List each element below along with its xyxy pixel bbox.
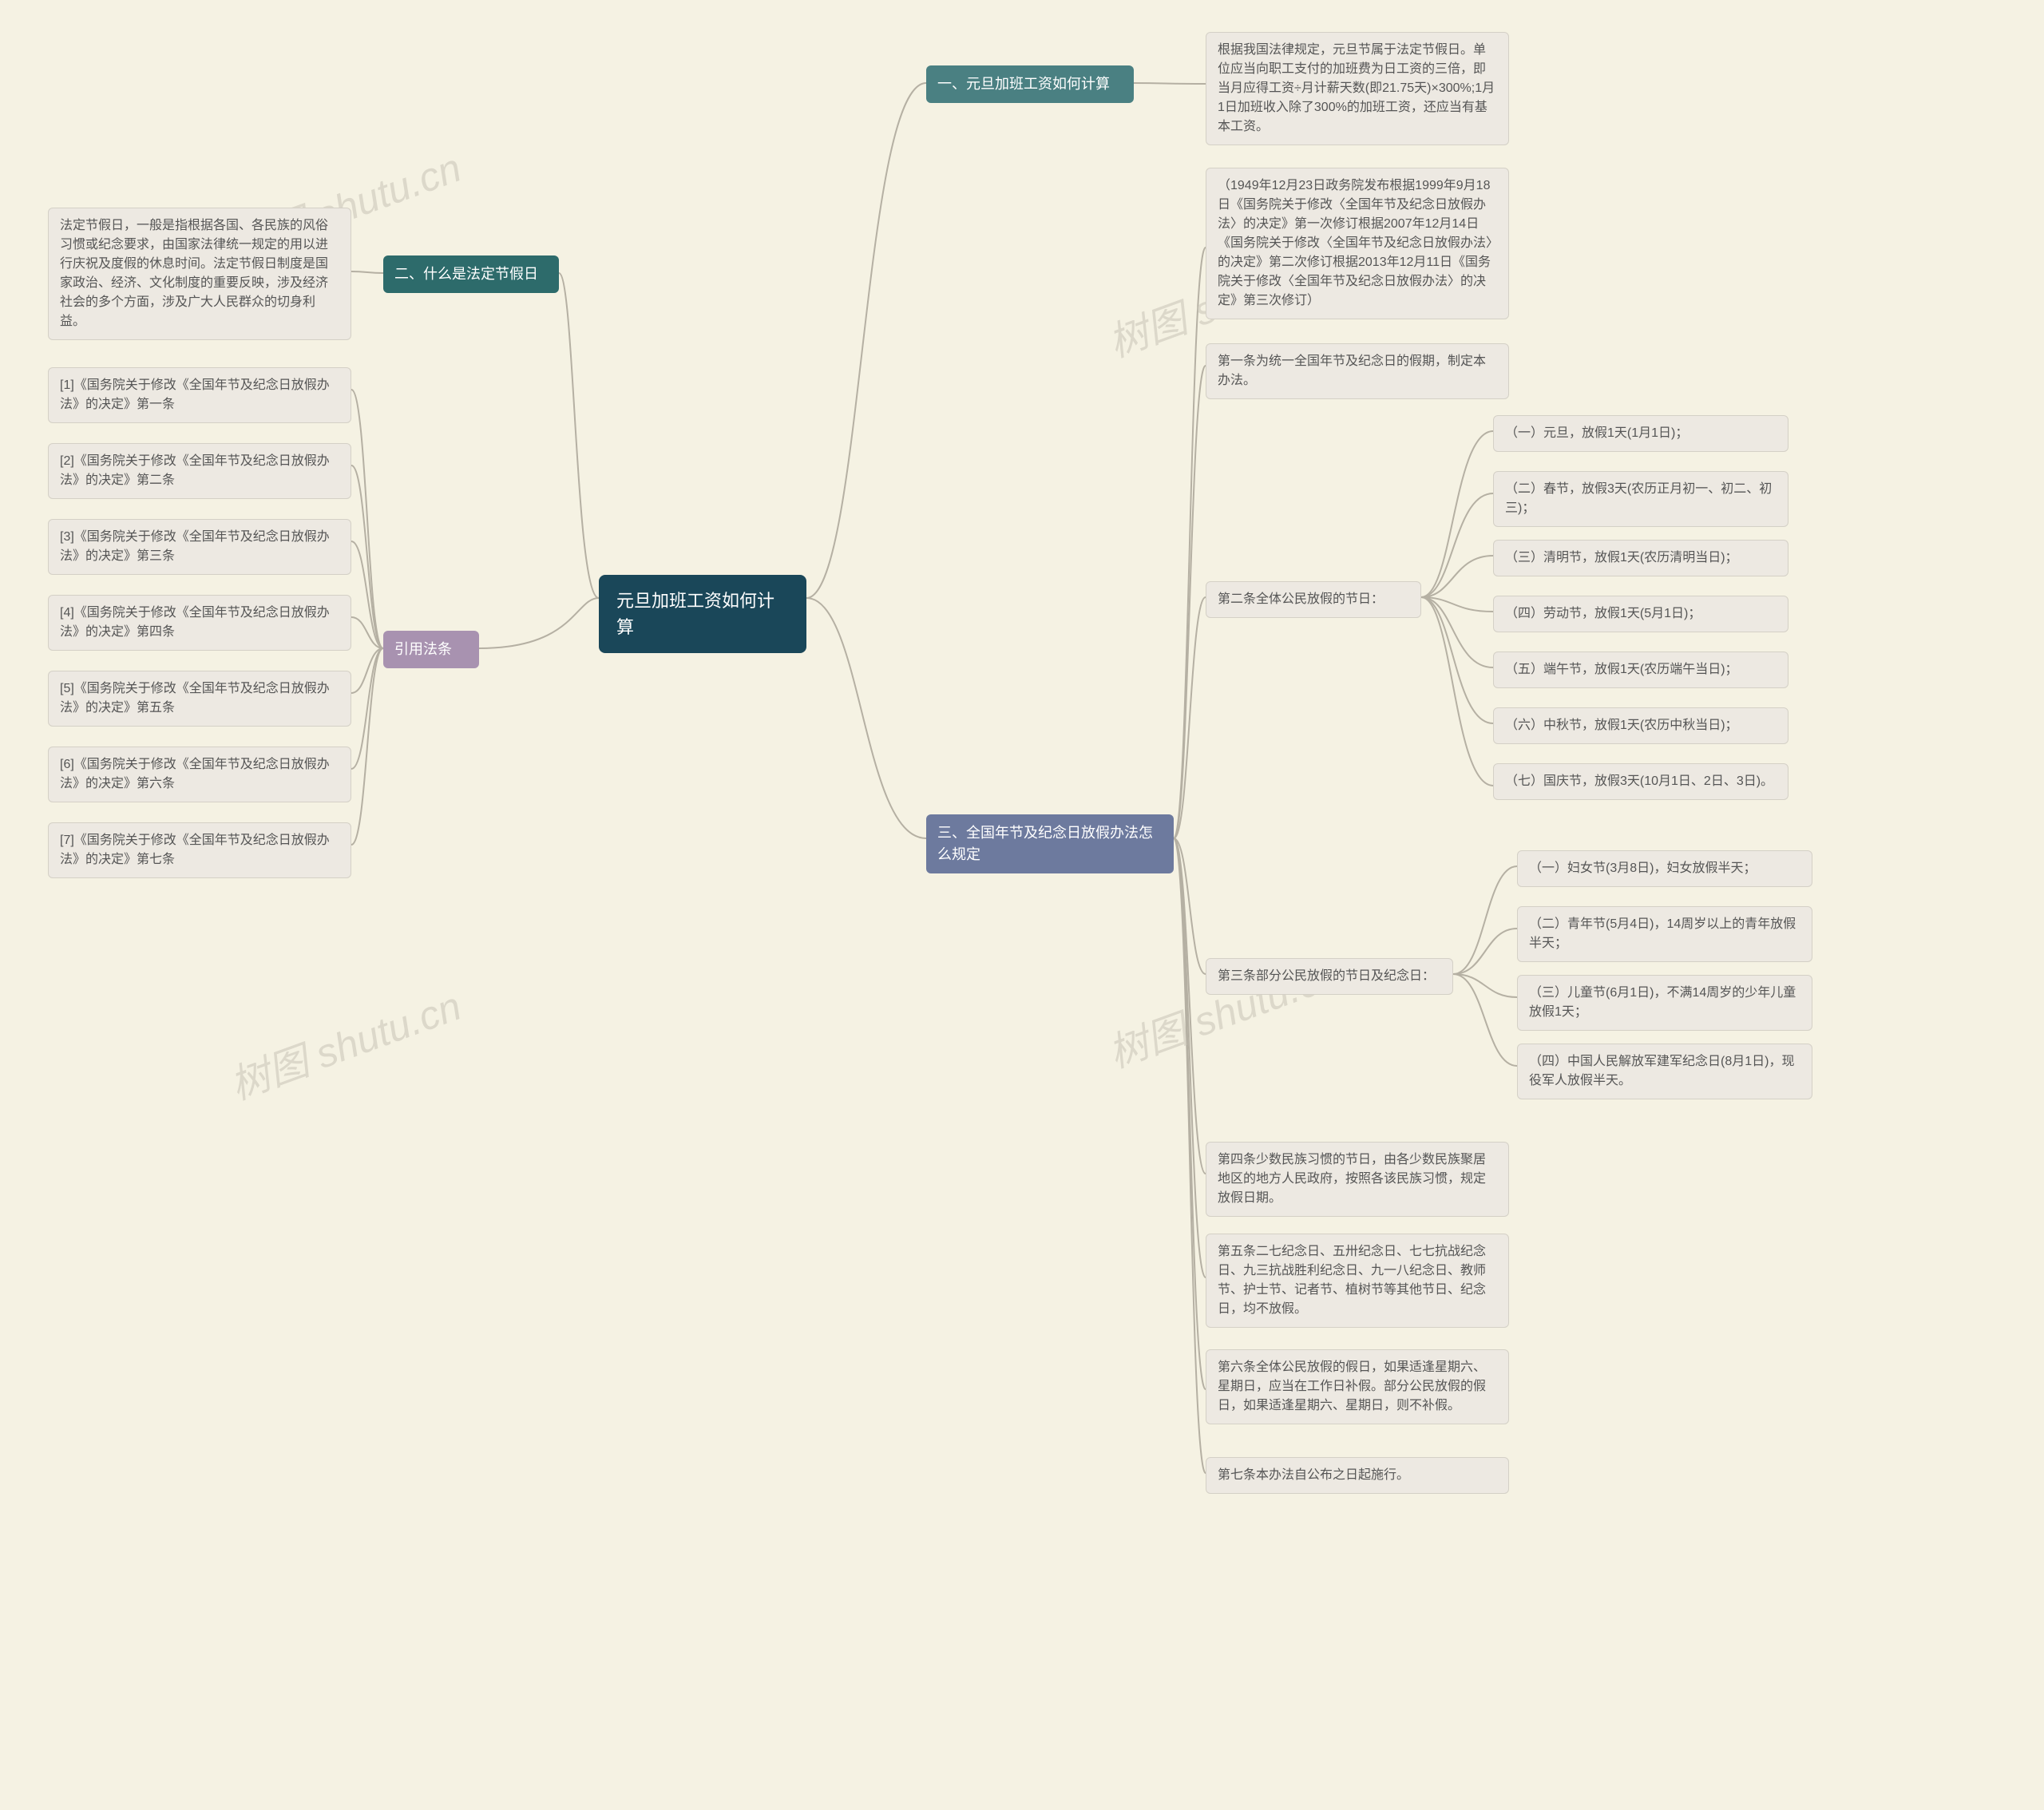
branch-1: 一、元旦加班工资如何计算	[926, 65, 1134, 103]
branch-4-c5: [5]《国务院关于修改《全国年节及纪念日放假办法》的决定》第五条	[48, 671, 351, 727]
branch-2: 二、什么是法定节假日	[383, 255, 559, 293]
branch-3-n3-c4: （四）劳动节，放假1天(5月1日)；	[1493, 596, 1788, 632]
branch-4-c4: [4]《国务院关于修改《全国年节及纪念日放假办法》的决定》第四条	[48, 595, 351, 651]
branch-3-n5: 第四条少数民族习惯的节日，由各少数民族聚居地区的地方人民政府，按照各该民族习惯，…	[1206, 1142, 1509, 1217]
branch-4-c6: [6]《国务院关于修改《全国年节及纪念日放假办法》的决定》第六条	[48, 747, 351, 802]
branch-3-n4: 第三条部分公民放假的节日及纪念日：	[1206, 958, 1453, 995]
branch-3-n3-c2: （二）春节，放假3天(农历正月初一、初二、初三)；	[1493, 471, 1788, 527]
branch-3-n4-c3: （三）儿童节(6月1日)，不满14周岁的少年儿童放假1天；	[1517, 975, 1812, 1031]
branch-1-leaf: 根据我国法律规定，元旦节属于法定节假日。单位应当向职工支付的加班费为日工资的三倍…	[1206, 32, 1509, 145]
branch-3-n2: 第一条为统一全国年节及纪念日的假期，制定本办法。	[1206, 343, 1509, 399]
branch-3-n3-c3: （三）清明节，放假1天(农历清明当日)；	[1493, 540, 1788, 576]
branch-3: 三、全国年节及纪念日放假办法怎么规定	[926, 814, 1174, 873]
branch-3-n3-c7: （七）国庆节，放假3天(10月1日、2日、3日)。	[1493, 763, 1788, 800]
branch-3-n3-c6: （六）中秋节，放假1天(农历中秋当日)；	[1493, 707, 1788, 744]
branch-3-n3: 第二条全体公民放假的节日：	[1206, 581, 1421, 618]
branch-4-c2: [2]《国务院关于修改《全国年节及纪念日放假办法》的决定》第二条	[48, 443, 351, 499]
branch-3-n3-c1: （一）元旦，放假1天(1月1日)；	[1493, 415, 1788, 452]
root-node: 元旦加班工资如何计算	[599, 575, 806, 653]
branch-4-c3: [3]《国务院关于修改《全国年节及纪念日放假办法》的决定》第三条	[48, 519, 351, 575]
branch-3-n4-c2: （二）青年节(5月4日)，14周岁以上的青年放假半天；	[1517, 906, 1812, 962]
branch-4-c7: [7]《国务院关于修改《全国年节及纪念日放假办法》的决定》第七条	[48, 822, 351, 878]
branch-3-n6: 第五条二七纪念日、五卅纪念日、七七抗战纪念日、九三抗战胜利纪念日、九一八纪念日、…	[1206, 1234, 1509, 1328]
branch-4-c1: [1]《国务院关于修改《全国年节及纪念日放假办法》的决定》第一条	[48, 367, 351, 423]
branch-3-n4-c4: （四）中国人民解放军建军纪念日(8月1日)，现役军人放假半天。	[1517, 1044, 1812, 1099]
watermark: 树图 shutu.cn	[221, 974, 468, 1111]
branch-3-n8: 第七条本办法自公布之日起施行。	[1206, 1457, 1509, 1494]
branch-4: 引用法条	[383, 631, 479, 668]
branch-2-leaf: 法定节假日，一般是指根据各国、各民族的风俗习惯或纪念要求，由国家法律统一规定的用…	[48, 208, 351, 340]
branch-3-n4-c1: （一）妇女节(3月8日)，妇女放假半天；	[1517, 850, 1812, 887]
branch-3-n1: （1949年12月23日政务院发布根据1999年9月18日《国务院关于修改〈全国…	[1206, 168, 1509, 319]
branch-3-n7: 第六条全体公民放假的假日，如果适逢星期六、星期日，应当在工作日补假。部分公民放假…	[1206, 1349, 1509, 1424]
branch-3-n3-c5: （五）端午节，放假1天(农历端午当日)；	[1493, 652, 1788, 688]
